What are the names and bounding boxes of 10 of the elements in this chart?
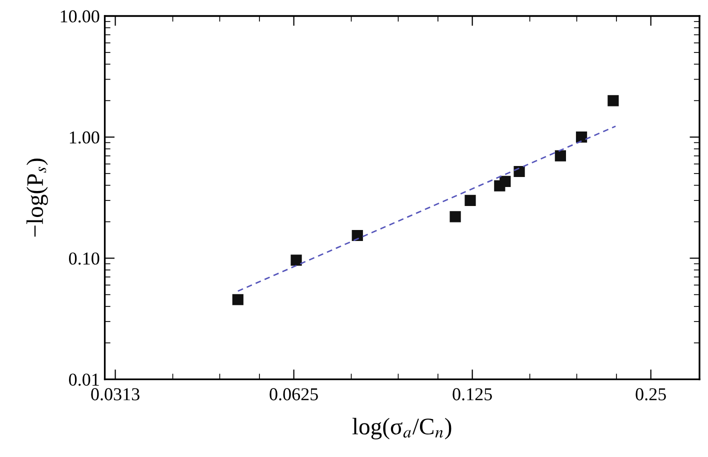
x-tick-label: 0.0313 xyxy=(91,388,140,400)
x-tick-label: 0.0625 xyxy=(270,388,318,400)
x-axis-title: log(σ$_{a}$/C$_{n}$) xyxy=(352,418,452,440)
x-tick-label: 0.125 xyxy=(452,388,492,400)
y-tick-label: 0.01 xyxy=(69,374,99,386)
y-tick-label: 10.00 xyxy=(60,10,100,23)
x-tick-label: 0.25 xyxy=(636,388,666,400)
y-tick-label: 1.00 xyxy=(70,131,100,144)
y-tick-label: 0.10 xyxy=(69,252,100,265)
y-axis-title: −log(P$_{s}$) xyxy=(26,158,48,237)
